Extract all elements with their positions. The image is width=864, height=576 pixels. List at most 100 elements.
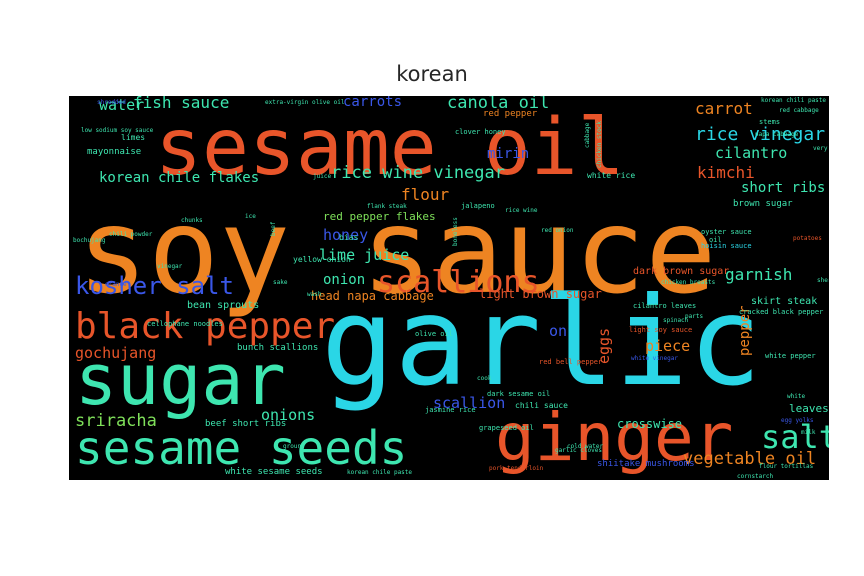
word-chunks: chunks	[181, 217, 203, 224]
word-scallions: scallions	[377, 265, 540, 300]
word-white-vinegar: white vinegar	[631, 355, 678, 362]
word-chicken-stock: chicken stock	[596, 121, 603, 168]
word-juice: juice	[313, 173, 331, 180]
word-kosher-salt: kosher salt	[75, 272, 234, 300]
word-shiitake-mushrooms: shiitake mushrooms	[597, 459, 695, 469]
word-mirin: mirin	[487, 146, 529, 162]
word-piece: piece	[645, 337, 690, 355]
word-dark-brown-sugar: dark brown sugar	[633, 266, 729, 277]
word-shredded: shredded	[97, 99, 126, 106]
word-white-rice: white rice	[587, 171, 635, 180]
word-scallion: scallion	[433, 394, 505, 412]
word-light-brown-sugar: light brown sugar	[479, 287, 602, 301]
word-parts: parts	[685, 313, 703, 320]
word-very: very	[813, 145, 828, 152]
word-beef: beef	[270, 221, 277, 236]
word-vinegar: vinegar	[157, 263, 183, 270]
word-black-pepper: black pepper	[75, 306, 335, 347]
word-on: on	[549, 322, 567, 340]
word-gochujang: gochujang	[75, 344, 156, 362]
word-skirt-steak: skirt steak	[751, 296, 817, 307]
word-boneless: boneless	[452, 217, 459, 246]
word-low-sodium-soy-sauce: low sodium soy sauce	[81, 127, 154, 134]
word-white-sesame-seeds: white sesame seeds	[225, 467, 323, 477]
word-korean-chile-paste: korean chile paste	[347, 469, 412, 476]
word-red-cabbage: red cabbage	[779, 107, 819, 114]
word-carrots: carrots	[343, 96, 402, 110]
word-napa-cabbage: napa cabbage	[755, 131, 799, 138]
chart-title: korean	[396, 62, 468, 86]
word-cellophane-noodles: cellophane noodles	[147, 320, 223, 328]
word-korean-chile-flakes: korean chile flakes	[99, 170, 259, 186]
word-garnish: garnish	[725, 265, 792, 284]
word-onion: onion	[323, 272, 365, 288]
word-cilantro-leaves: cilantro leaves	[633, 302, 696, 310]
word-lime-juice: lime juice	[319, 246, 409, 264]
word-white-pepper: white pepper	[765, 352, 816, 360]
word-garlic: garlic	[321, 271, 762, 413]
word-sesame-seeds: sesame seeds	[75, 421, 407, 475]
word-grapeseed-oil: grapeseed oil	[479, 424, 534, 432]
word-mayonnaise: mayonnaise	[87, 147, 141, 157]
word-hoisin-sauce: hoisin sauce	[701, 242, 752, 250]
word-bias: bias	[339, 233, 358, 242]
word-rice-wine: rice wine	[505, 207, 538, 214]
word-chili-sauce: chili sauce	[515, 401, 568, 410]
word-red-pepper-flakes: red pepper flakes	[323, 210, 436, 223]
word-salt: salt	[761, 418, 829, 456]
word-flour-tortillas: flour tortillas	[759, 463, 814, 470]
word-wash: wash	[307, 291, 322, 298]
word-rice-wine-vinegar: rice wine vinegar	[331, 163, 505, 183]
word-clover-honey: clover honey	[455, 128, 506, 136]
word-sesame-oil: sesame oil	[155, 103, 625, 193]
word-flank-steak: flank steak	[367, 203, 407, 210]
word-cracked-black-pepper: cracked black pepper	[739, 308, 823, 316]
word-bean-sprouts: bean sprouts	[187, 300, 259, 311]
word-cabbage: cabbage	[584, 122, 591, 148]
word-chili-powder: chili powder	[109, 231, 153, 238]
word-sherry: sherry	[817, 277, 829, 284]
word-extra-virgin-olive-oil: extra-virgin olive oil	[265, 99, 345, 106]
word-bochujang: bochujang	[73, 237, 106, 244]
word-bunch-scallions: bunch scallions	[237, 343, 318, 353]
word-red-bell-pepper: red bell pepper	[539, 358, 602, 366]
word-garlic-cloves: garlic cloves	[555, 447, 602, 454]
word-milk: milk	[801, 429, 816, 436]
word-ground: ground	[283, 443, 305, 450]
word-chicken-breasts: chicken breasts	[661, 279, 716, 286]
word-red-pepper: red pepper	[483, 109, 538, 119]
word-fish-sauce: fish sauce	[133, 96, 229, 112]
word-kimchi: kimchi	[697, 163, 755, 182]
word-crosswise: crosswise	[617, 417, 682, 431]
word-sugar: sugar	[75, 339, 286, 421]
word-sriracha: sriracha	[75, 411, 157, 431]
word-eggs: eggs	[595, 328, 613, 364]
word-ice: ice	[245, 213, 256, 220]
word-cook: cook	[477, 375, 492, 382]
word-spinach: spinach	[663, 317, 689, 324]
word-red-onion: red onion	[541, 227, 574, 234]
word-carrot: carrot	[695, 99, 753, 118]
word-white: white	[787, 393, 805, 400]
word-vegetable-oil: vegetable oil	[683, 449, 816, 469]
word-olive-oil: olive oil	[415, 330, 453, 338]
word-jasmine-rice: jasmine rice	[425, 406, 476, 414]
word-ginger: ginger	[495, 399, 733, 476]
word-beef-short-ribs: beef short ribs	[205, 419, 286, 429]
word-yellow-onion: yellow onion	[293, 255, 351, 264]
word-sake: sake	[273, 279, 288, 286]
word-oil: oil	[709, 236, 722, 244]
word-cornstarch: cornstarch	[737, 473, 774, 480]
word-korean-chili-paste: korean chili paste	[761, 97, 826, 104]
word-jalapeno: jalapeno	[461, 202, 495, 210]
word-water: water	[99, 96, 144, 114]
word-orange: orange	[105, 281, 127, 288]
word-head-napa-cabbage: head napa cabbage	[311, 289, 434, 303]
word-honey: honey	[323, 226, 368, 244]
word-onions: onions	[261, 406, 315, 424]
word-soy-sauce: soy sauce	[77, 182, 716, 320]
word-egg-yolks: egg yolks	[781, 417, 814, 424]
word-limes: limes	[121, 133, 145, 142]
word-leaves: leaves	[789, 402, 829, 415]
